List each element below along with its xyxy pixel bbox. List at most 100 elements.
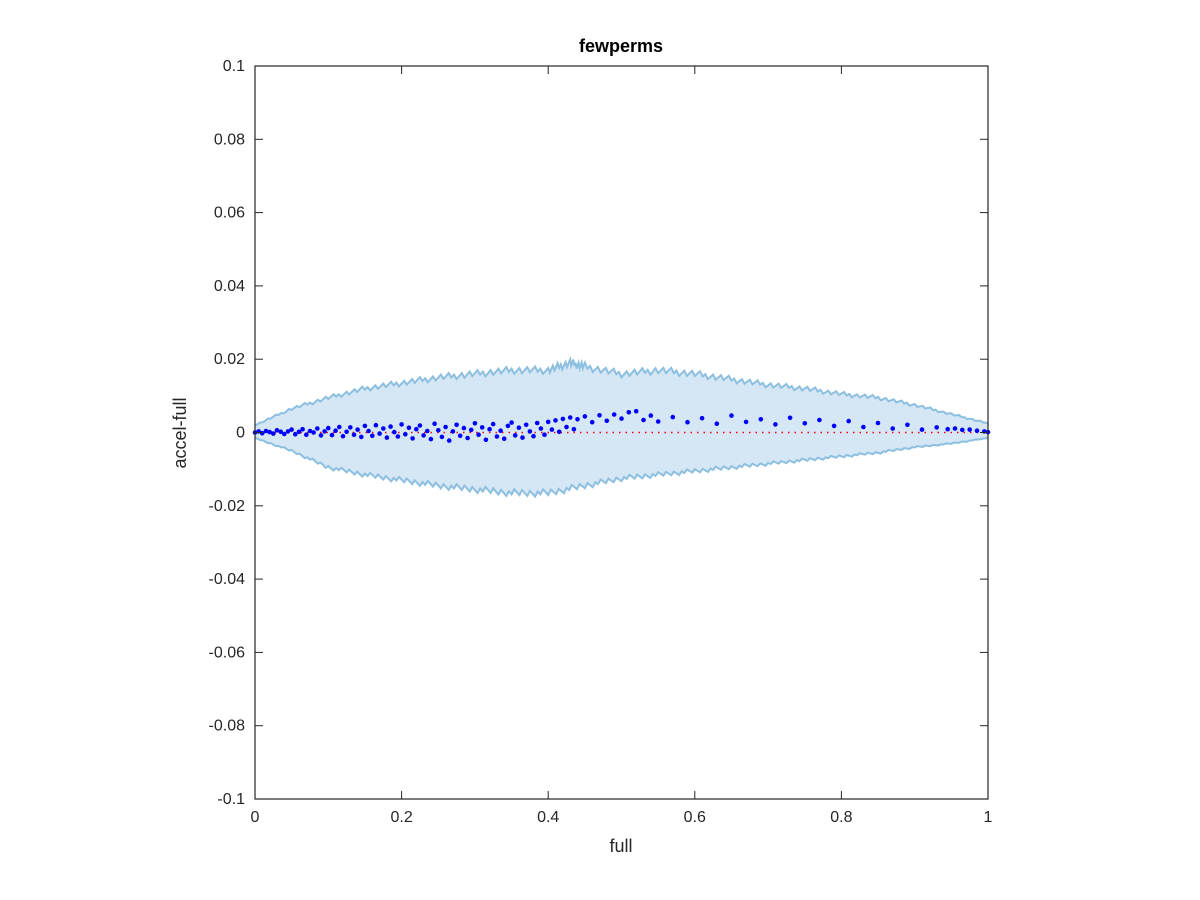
data-point (472, 421, 478, 426)
data-point (359, 434, 364, 440)
data-point (582, 414, 588, 419)
y-tick-label: 0.08 (214, 131, 245, 148)
data-point (861, 424, 866, 430)
data-point (619, 416, 624, 421)
data-point (538, 426, 544, 431)
data-point (974, 428, 980, 434)
data-point (527, 429, 533, 434)
data-point (417, 423, 423, 428)
data-point (626, 410, 632, 415)
data-point (457, 433, 463, 439)
data-point (919, 427, 925, 432)
data-point (685, 419, 690, 425)
data-point (483, 437, 489, 443)
data-point (282, 431, 287, 437)
data-point (461, 425, 467, 431)
data-point (487, 426, 492, 432)
data-point (633, 408, 639, 414)
data-point (432, 421, 437, 427)
data-point (351, 432, 357, 438)
data-point (355, 427, 360, 432)
data-point (549, 427, 555, 432)
data-point (421, 433, 426, 438)
data-point (567, 415, 573, 420)
data-point (758, 417, 764, 422)
data-point (446, 438, 452, 443)
data-point (512, 433, 518, 438)
data-point (564, 424, 569, 430)
data-point (366, 428, 371, 434)
data-point (318, 433, 324, 438)
chart-title: fewperms (579, 36, 663, 56)
data-point (271, 431, 276, 436)
data-point (395, 434, 401, 439)
data-point (523, 422, 529, 428)
data-point (960, 427, 965, 433)
data-point (340, 433, 346, 439)
data-point (289, 427, 294, 432)
y-tick-label: -0.08 (209, 718, 246, 735)
data-point (388, 424, 393, 429)
x-tick-label: 0.6 (684, 809, 706, 826)
y-tick-label: -0.1 (217, 791, 245, 808)
data-point (329, 432, 335, 438)
data-point (952, 426, 958, 431)
data-point (509, 420, 514, 425)
y-tick-label: -0.04 (209, 571, 246, 588)
data-point (501, 436, 507, 442)
data-point (498, 428, 503, 434)
data-point (454, 422, 459, 428)
data-point (670, 414, 676, 420)
data-point (516, 425, 522, 431)
data-point (545, 419, 551, 425)
data-point (934, 425, 939, 430)
data-point (648, 413, 654, 418)
data-point (443, 424, 448, 430)
data-point (589, 419, 595, 425)
data-point (611, 412, 617, 417)
x-tick-label: 0.8 (830, 809, 852, 826)
data-point (410, 436, 415, 441)
y-axis-label: accel-full (170, 397, 190, 468)
data-point (362, 423, 368, 429)
y-tick-label: -0.02 (209, 498, 246, 515)
y-tick-label: 0.02 (214, 351, 245, 368)
data-point (641, 417, 646, 423)
x-tick-label: 0.4 (537, 809, 559, 826)
data-point (274, 428, 280, 433)
x-tick-label: 0 (251, 809, 260, 826)
data-point (714, 421, 720, 427)
data-point (285, 429, 291, 434)
data-point (337, 424, 342, 430)
data-point (542, 432, 547, 438)
data-point (403, 432, 408, 437)
data-point (465, 435, 470, 441)
data-point (575, 417, 580, 422)
data-point (399, 422, 404, 427)
y-tick-label: -0.06 (209, 644, 246, 661)
data-point (560, 416, 566, 422)
data-point (333, 428, 338, 434)
data-point (428, 436, 434, 442)
data-point (377, 431, 382, 436)
data-point (831, 423, 837, 429)
data-point (384, 435, 390, 440)
band-lower-edge (254, 436, 989, 499)
band-upper-edge (254, 355, 989, 427)
data-point (604, 418, 610, 424)
data-point (344, 429, 349, 435)
y-tick-label: 0.06 (214, 205, 245, 222)
data-point (655, 419, 661, 424)
data-point (773, 422, 778, 427)
data-point (326, 425, 331, 431)
data-point (846, 418, 851, 424)
data-point (293, 432, 298, 437)
data-point (531, 433, 536, 439)
data-point (875, 420, 881, 426)
data-point (267, 429, 273, 435)
plot-area: 0 0.2 0.4 0.6 0.8 1 0.1 0.08 0.06 0.04 0.02 0 -0.02 -… (209, 58, 993, 826)
y-tick-label: 0.04 (214, 278, 245, 295)
data-point (436, 428, 441, 433)
confidence-band-fill (255, 359, 988, 497)
